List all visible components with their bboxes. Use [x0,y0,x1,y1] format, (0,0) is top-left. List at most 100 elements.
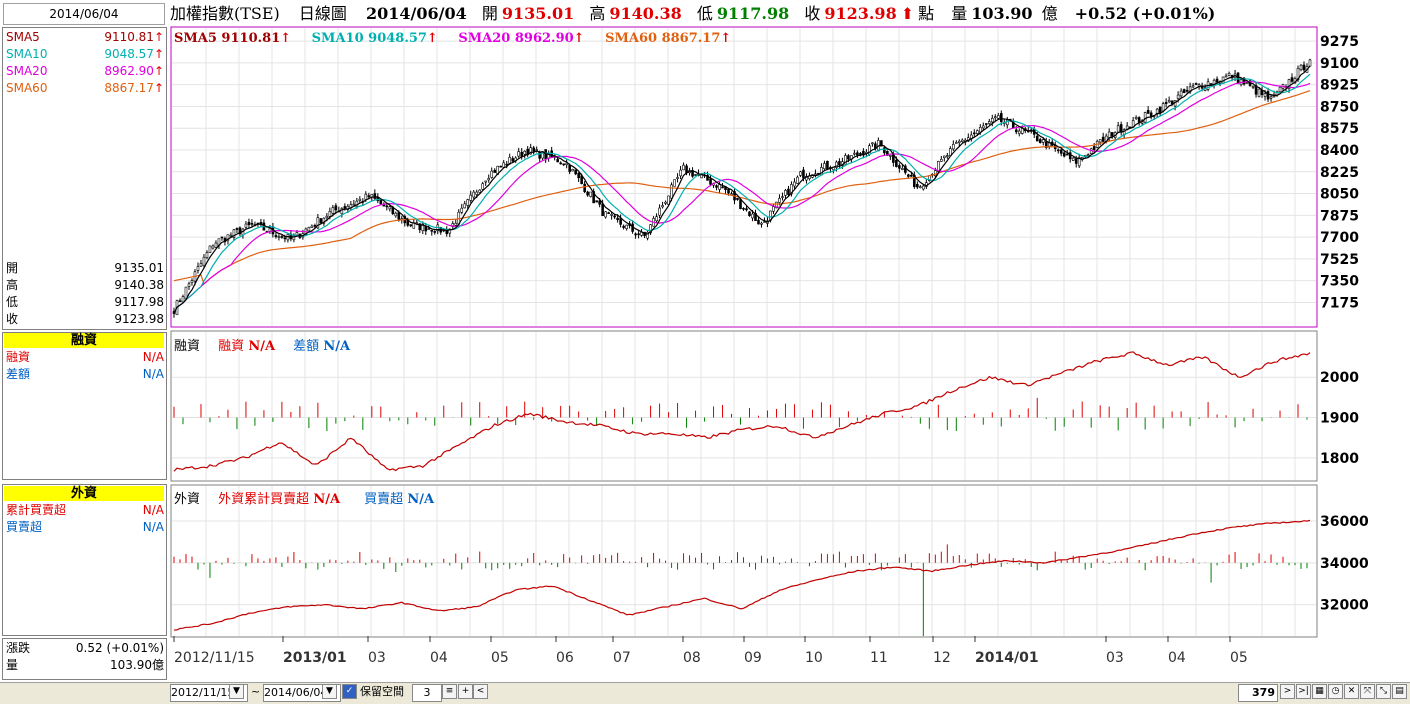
candle-body [883,147,886,154]
x-tick-label: 2012/11/15 [174,650,255,666]
sma10-line [173,73,1311,314]
margin-value: N/A [142,350,164,364]
legend-sma5: SMA5 9110.81 [174,31,281,46]
calendar-icon[interactable]: ▦ [1312,684,1327,699]
chart-area[interactable]: 9275 9100 8925 8750 8575 8400 8225 8050 7875 7700… [0,0,1410,682]
crosshair-icon[interactable]: ✕ [1344,684,1359,699]
candle-body [886,150,889,156]
from-date-dropdown-icon[interactable]: ▼ [229,684,244,699]
candle-body [283,237,287,240]
x-tick-label: 2014/01 [975,650,1039,666]
volume-unit: 億 [1041,4,1058,23]
x-tick-label: 10 [805,650,823,666]
candle-body [745,208,748,211]
candle-body [1134,117,1138,119]
candle-body [520,151,523,157]
compress-icon[interactable]: ⤡ [1376,684,1391,699]
reserve-space-input[interactable]: 3 [412,684,442,702]
y-tick-label: 8575 [1320,121,1359,137]
candle-body [388,206,392,210]
candle-body [664,201,667,204]
candle-body [187,283,191,287]
margin-legend-a-value: N/A [248,339,276,354]
candle-body [178,300,182,303]
candle-body [901,168,904,170]
to-date-dropdown-icon[interactable]: ▼ [322,684,337,699]
index-name: 加權指數(TSE) [170,4,280,23]
candle-body [1101,136,1105,142]
chart-settings-icon[interactable]: ▤ [1392,684,1407,699]
clock-icon[interactable]: ◷ [1328,684,1343,699]
y-tick-label: 8225 [1320,165,1359,181]
candle-body [319,218,323,224]
candle-body [679,169,682,177]
candle-body [358,198,362,201]
candle-body [196,266,200,271]
sma-row-sma10: SMA10 9048.57↑ [6,46,164,63]
candle-body [796,176,799,184]
candle-body [1107,131,1111,138]
candle-body [826,160,829,170]
scroll-end-icon[interactable]: >| [1296,684,1311,699]
candle-body [981,125,985,129]
candle-body [937,161,940,172]
point-label: 點 [918,4,935,23]
candle-body [517,151,520,157]
candle-body [394,212,398,217]
candle-body [1170,100,1174,105]
x-tick-label: 08 [683,650,701,666]
candle-body [586,191,589,196]
to-date-select[interactable]: 2014/06/04 [263,684,341,702]
ohlc-value: 9135.01 [114,261,164,275]
scroll-right-icon[interactable]: > [1280,684,1295,699]
change-value: +0.52 (+0.01%) [1074,4,1216,23]
ohlc-row-high: 高 9140.38 [6,277,164,294]
margin-legend-b-label: 差額 [293,339,320,354]
candle-body [280,236,284,238]
reserve-space-spin-icon[interactable]: ≡ [442,684,457,699]
candle-body [340,208,344,215]
candle-body [1254,85,1258,95]
candle-body [961,139,964,142]
sma-label: SMA20 [6,64,48,78]
candle-body [718,184,721,190]
candle-body [568,165,571,172]
candle-body [625,224,628,230]
ohlc-row-open: 開 9135.01 [6,260,164,277]
candle-body [748,211,751,217]
candle-body [1260,90,1264,95]
candle-body [424,226,428,232]
margin-panel-title: 融資 [4,333,164,348]
ohlc-value: 9123.98 [114,312,164,326]
candle-body [556,159,559,163]
candle-body [1059,149,1063,154]
sma60-line [173,89,1311,285]
candle-body [1149,112,1153,117]
foreign-legend-a-value: N/A [313,492,341,507]
candle-body [367,195,371,198]
y-tick-label: 2000 [1320,370,1359,386]
candle-body [484,180,488,183]
from-date-select[interactable]: 2012/11/15 [170,684,248,702]
margin-legend-b-value: N/A [323,339,351,354]
apply-range-icon[interactable]: ✓ [342,684,357,699]
sma-label: SMA5 [6,30,40,44]
candle-body [430,229,434,232]
x-tick-label: 04 [430,650,448,666]
candle-body [1287,79,1291,89]
candle-body [685,165,688,174]
sma-label: SMA60 [6,81,48,95]
scroll-left-icon[interactable]: < [473,684,488,699]
candle-body [1014,129,1018,133]
candle-body [577,172,580,179]
x-tick-label: 04 [1168,650,1186,666]
y-tick-label: 9100 [1320,56,1359,72]
legend-sma60: SMA60 8867.17 [605,31,721,46]
candle-body [472,191,476,198]
candle-body [1176,94,1180,99]
fit-icon[interactable]: ⤧ [1360,684,1375,699]
zoom-in-icon[interactable]: + [458,684,473,699]
candle-body [655,216,658,222]
candle-body [343,206,347,209]
candle-body [940,158,943,162]
